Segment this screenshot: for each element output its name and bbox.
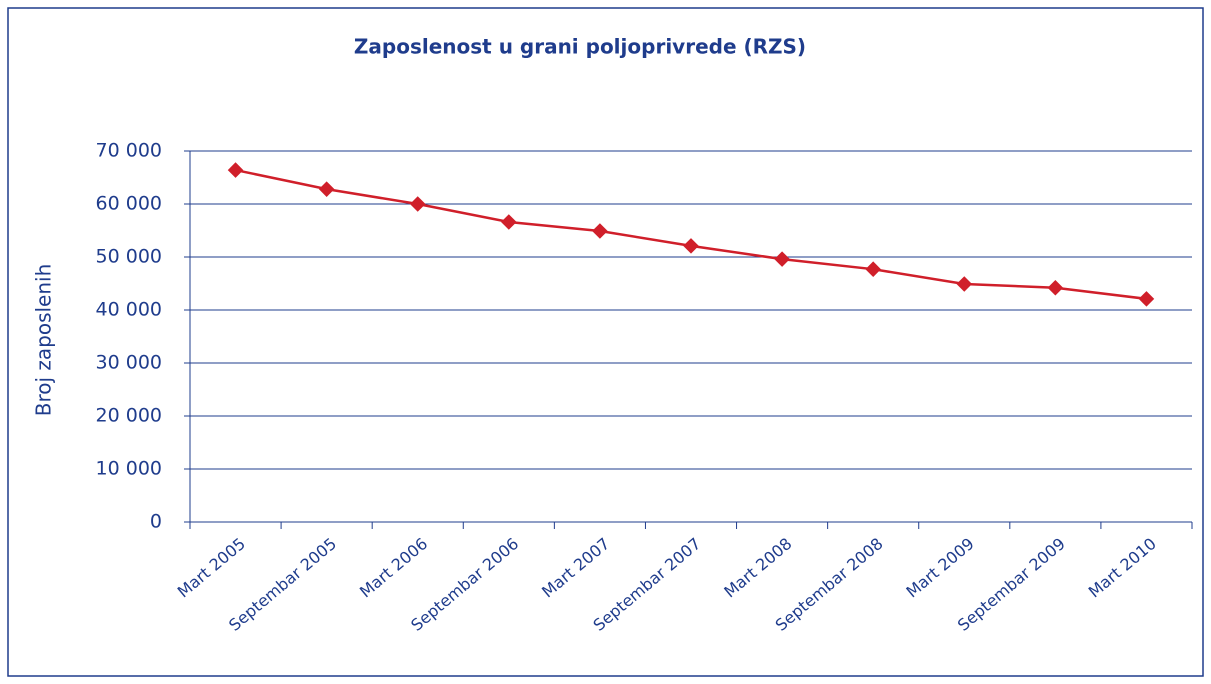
point-marker	[865, 261, 881, 277]
chart-title: Zaposlenost u grani poljoprivrede (RZS)	[354, 35, 806, 59]
y-tick-label: 30 000	[96, 352, 162, 374]
y-tick-label: 70 000	[96, 140, 162, 162]
y-tick-label: 60 000	[96, 193, 162, 215]
frame	[7, 7, 1204, 677]
y-tick-label: 20 000	[96, 405, 162, 427]
x-tick-label: Mart 2005	[174, 534, 249, 601]
x-tick-label: Mart 2010	[1085, 534, 1160, 601]
y-tick-label: 10 000	[96, 458, 162, 480]
y-tick-label: 40 000	[96, 299, 162, 321]
point-marker	[318, 181, 335, 197]
point-marker	[1138, 291, 1155, 307]
x-tick-label: Mart 2007	[538, 534, 613, 601]
x-tick-label: Mart 2006	[356, 534, 431, 601]
point-marker	[956, 276, 973, 292]
point-marker	[683, 238, 699, 254]
point-marker	[774, 251, 790, 267]
x-tick-label: Mart 2008	[720, 534, 795, 601]
y-axis-title: Broj zaposlenih	[32, 264, 56, 417]
y-tick-label: 50 000	[96, 246, 162, 268]
point-marker	[227, 162, 244, 178]
x-tick-label: Mart 2009	[903, 534, 978, 601]
point-marker	[1047, 279, 1064, 296]
y-tick-label: 0	[150, 511, 162, 533]
point-marker	[501, 214, 517, 230]
point-marker	[409, 196, 426, 212]
line-series	[235, 168, 1147, 301]
point-marker	[592, 223, 608, 239]
